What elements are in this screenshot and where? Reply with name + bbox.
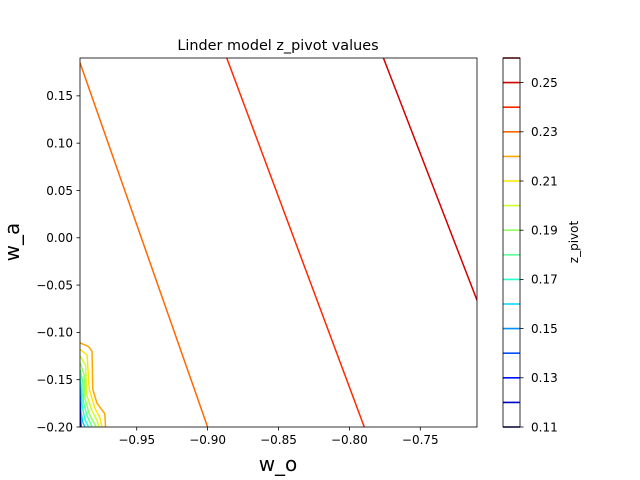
contour-line-0.2 <box>80 355 100 427</box>
colorbar-label: z_pivot <box>567 221 581 264</box>
y-axis-ticks: 0.15 0.10 0.05 0.00 −0.05 −0.10 −0.15 −0.20 <box>36 89 80 434</box>
y-tick-label: −0.15 <box>36 373 73 387</box>
y-tick-label: 0.15 <box>46 89 73 103</box>
colorbar-tick-label: 0.13 <box>531 371 558 385</box>
x-axis-label: w_o <box>259 452 298 476</box>
colorbar: 0.11 0.13 0.15 0.17 0.19 0.21 0.23 0.25 z_pivot <box>502 57 581 434</box>
chart-title: Linder model z_pivot values <box>177 38 378 54</box>
contour-line-0.19 <box>80 362 97 427</box>
y-tick-label: −0.05 <box>36 278 73 292</box>
x-tick-label: −0.95 <box>118 433 155 447</box>
y-axis-label: w_a <box>0 223 24 262</box>
colorbar-tick-label: 0.17 <box>531 273 558 287</box>
x-axis-ticks: −0.95 −0.90 −0.85 −0.80 −0.75 <box>118 427 439 447</box>
contour-line-0.17 <box>80 375 90 427</box>
contour-line-0.24 <box>226 58 365 427</box>
colorbar-tick-label: 0.11 <box>531 420 558 434</box>
x-tick-label: −0.85 <box>260 433 297 447</box>
y-tick-label: 0.00 <box>46 231 73 245</box>
colorbar-tick-label: 0.19 <box>531 224 558 238</box>
x-tick-label: −0.90 <box>189 433 226 447</box>
contour-lines <box>80 58 477 427</box>
contour-line-0.21 <box>80 348 103 427</box>
x-tick-label: −0.80 <box>331 433 368 447</box>
colorbar-ticks: 0.11 0.13 0.15 0.17 0.19 0.21 0.23 0.25 <box>520 76 558 434</box>
contour-line-0.18 <box>80 369 93 427</box>
contour-line-0.25 <box>382 58 477 301</box>
colorbar-background <box>503 58 520 427</box>
y-tick-label: −0.20 <box>36 420 73 434</box>
colorbar-tick-label: 0.21 <box>531 174 558 188</box>
colorbar-tick-label: 0.25 <box>531 76 558 90</box>
colorbar-tick-label: 0.23 <box>531 125 558 139</box>
colorbar-tick-label: 0.15 <box>531 322 558 336</box>
y-tick-label: −0.10 <box>36 326 73 340</box>
y-tick-label: 0.05 <box>46 184 73 198</box>
x-tick-label: −0.75 <box>402 433 439 447</box>
contour-line-0.23 <box>80 62 209 427</box>
contour-line-0.22 <box>80 342 107 427</box>
y-tick-label: 0.10 <box>46 136 73 150</box>
colorbar-frame <box>502 57 521 428</box>
